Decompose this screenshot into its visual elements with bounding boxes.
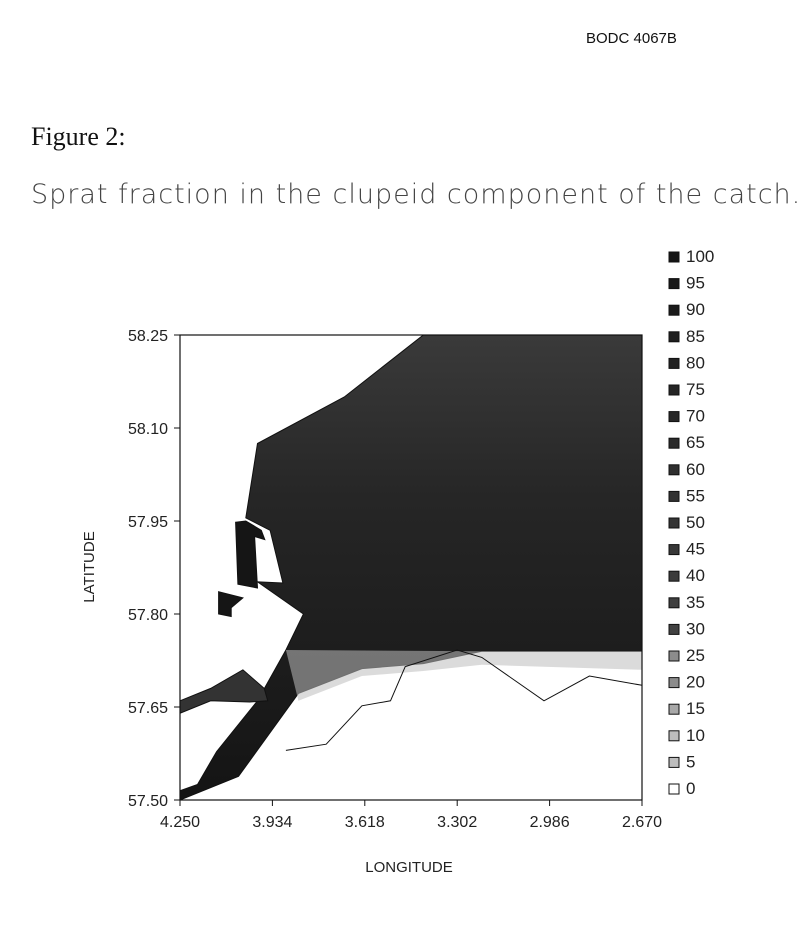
- legend-label: 90: [686, 300, 705, 319]
- legend-swatch: [668, 650, 680, 662]
- legend-swatch: [668, 437, 680, 449]
- legend-label: 35: [686, 593, 705, 612]
- legend-label: 50: [686, 513, 705, 532]
- figure-heading: Figure 2:: [31, 122, 126, 151]
- legend-swatch: [668, 570, 680, 582]
- legend-swatch: [668, 490, 680, 502]
- legend-swatch: [668, 331, 680, 343]
- low-value-band: [285, 650, 642, 701]
- legend-swatch: [668, 304, 680, 316]
- legend-swatch: [668, 278, 680, 290]
- y-tick-label: 57.80: [128, 607, 168, 624]
- x-axis-label: LONGITUDE: [365, 859, 453, 876]
- legend-swatch: [668, 756, 680, 768]
- y-tick-label: 58.10: [128, 421, 168, 438]
- x-tick-label: 3.618: [345, 814, 385, 831]
- legend-label: 80: [686, 353, 705, 372]
- legend-swatch: [668, 544, 680, 556]
- y-axis-label: LATITUDE: [81, 531, 98, 602]
- legend-swatch: [668, 464, 680, 476]
- legend-label: 10: [686, 726, 705, 745]
- legend-label: 25: [686, 646, 705, 665]
- x-tick-label: 4.250: [160, 814, 200, 831]
- y-tick-label: 57.95: [128, 514, 168, 531]
- legend-label: 15: [686, 699, 705, 718]
- legend-swatch: [668, 703, 680, 715]
- legend-label: 40: [686, 566, 705, 585]
- legend-label: 70: [686, 407, 705, 426]
- contour-line: [285, 649, 643, 751]
- legend-label: 60: [686, 460, 705, 479]
- legend-swatch: [668, 384, 680, 396]
- legend-swatch: [668, 677, 680, 689]
- document-id: BODC 4067B: [586, 30, 677, 47]
- legend-label: 5: [686, 752, 695, 771]
- region-island-b: [218, 591, 244, 618]
- legend-swatch: [668, 597, 680, 609]
- legend-label: 100: [686, 247, 714, 266]
- legend-label: 0: [686, 779, 695, 798]
- legend-label: 85: [686, 327, 705, 346]
- legend-label: 30: [686, 619, 705, 638]
- figure-caption: Sprat fraction in the clupeid component …: [31, 179, 800, 210]
- plot-frame: [179, 334, 643, 801]
- legend-label: 55: [686, 486, 705, 505]
- x-tick-label: 2.986: [530, 814, 570, 831]
- x-tick-label: 2.670: [622, 814, 662, 831]
- y-tick-label: 57.65: [128, 700, 168, 717]
- legend-swatch: [668, 623, 680, 635]
- legend-label: 65: [686, 433, 705, 452]
- legend-swatch: [668, 411, 680, 423]
- legend-label: 95: [686, 274, 705, 293]
- legend-swatch: [668, 730, 680, 742]
- y-tick-label: 57.50: [128, 793, 168, 810]
- legend-swatch: [668, 783, 680, 795]
- legend-label: 45: [686, 540, 705, 559]
- legend-label: 20: [686, 673, 705, 692]
- region-island-c: [179, 669, 269, 714]
- x-tick-label: 3.934: [252, 814, 292, 831]
- legend-swatch: [668, 517, 680, 529]
- legend-swatch: [668, 357, 680, 369]
- x-tick-label: 3.302: [437, 814, 477, 831]
- legend-label: 75: [686, 380, 705, 399]
- legend-swatch: [668, 251, 680, 263]
- y-tick-label: 58.25: [128, 328, 168, 345]
- region-island-a: [235, 520, 266, 589]
